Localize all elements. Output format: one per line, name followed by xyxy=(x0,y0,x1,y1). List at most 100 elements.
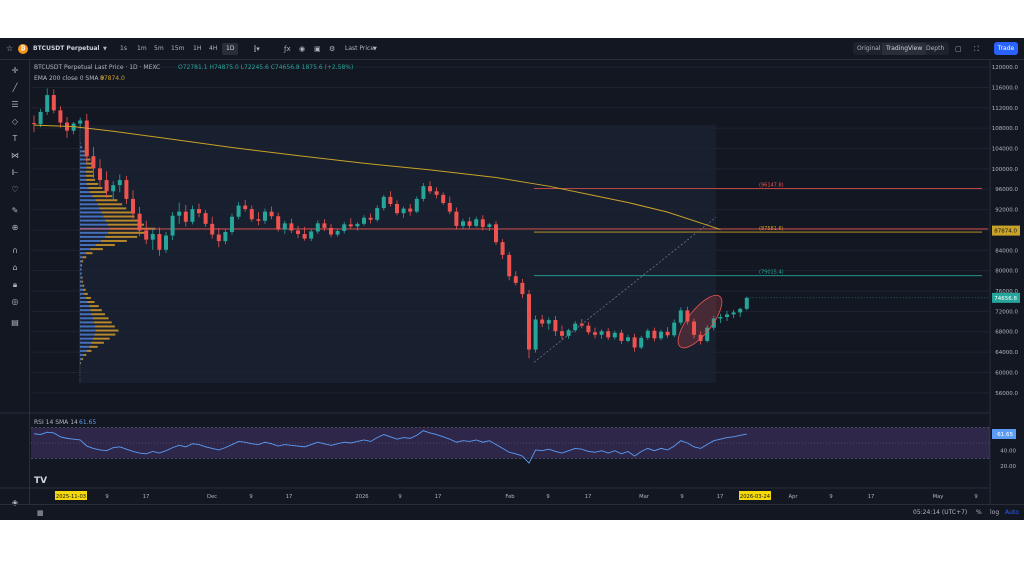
candle-body xyxy=(223,231,228,242)
magnet-icon[interactable]: ∩ xyxy=(12,246,18,255)
price-chart[interactable]: (96147.8)(87581.6)(79015.4) 56000.060000… xyxy=(0,38,1024,504)
volume-profile-bar-down xyxy=(81,146,83,149)
volume-profile-bar-up xyxy=(80,244,96,247)
fullscreen-icon[interactable]: ⛶ xyxy=(974,45,979,53)
timeframe-15m[interactable]: 15m xyxy=(171,45,185,52)
window-icon[interactable]: ▢ xyxy=(955,45,962,53)
price-tick-label: 116000.0 xyxy=(992,85,1019,91)
candle-body xyxy=(236,205,241,217)
settings-icon[interactable]: ⚙ xyxy=(329,45,336,53)
time-tick-label: 17 xyxy=(435,494,442,500)
auto-toggle[interactable]: Auto xyxy=(1005,509,1019,516)
lock-icon[interactable]: 🔒︎ xyxy=(12,280,18,289)
volume-profile-bar-down xyxy=(84,292,88,295)
volume-profile-bar-down xyxy=(80,362,82,365)
volume-profile-bar-up xyxy=(80,260,82,263)
candle-type-icon[interactable]: ⫿▾ xyxy=(254,45,260,53)
view-original[interactable]: Original xyxy=(857,45,881,52)
volume-profile-bar-down xyxy=(85,158,91,161)
node-tool-icon[interactable]: ⋈ xyxy=(11,151,19,160)
candle-body xyxy=(626,337,630,341)
candle-body xyxy=(230,216,234,232)
volume-profile-bar-down xyxy=(93,317,109,320)
view-tradingview[interactable]: TradingView xyxy=(882,43,927,55)
log-toggle[interactable]: log xyxy=(990,509,1000,516)
volume-profile-bar-down xyxy=(89,345,98,348)
candle-body xyxy=(98,168,102,181)
volume-profile-bar-up xyxy=(80,248,91,251)
candle-body xyxy=(315,223,320,232)
volume-profile-bar-down xyxy=(81,260,84,263)
layers-icon[interactable]: ◈ xyxy=(11,498,19,507)
layout-icon[interactable]: ▣ xyxy=(314,45,321,53)
time-highlight-badge xyxy=(739,491,771,500)
candle-body xyxy=(434,191,439,195)
timeframe-5m[interactable]: 5m xyxy=(154,45,164,52)
candle-body xyxy=(368,217,373,220)
timeframe-1m[interactable]: 1m xyxy=(137,45,147,52)
calendar-icon[interactable]: ▦ xyxy=(37,509,44,517)
eye-icon[interactable]: ◎ xyxy=(11,297,19,306)
favorite-heart-icon[interactable]: ♡ xyxy=(11,185,19,194)
pattern-icon[interactable]: ◇ xyxy=(11,117,19,126)
price-type-select[interactable]: Last Price xyxy=(345,45,375,52)
grid-lines xyxy=(31,66,990,394)
volume-profile-bar-down xyxy=(86,182,99,185)
volume-profile-bar-up xyxy=(80,182,87,185)
volume-profile-bar-up xyxy=(80,158,86,161)
timeframe-1s[interactable]: 1s xyxy=(120,45,127,52)
volume-profile-bar-up xyxy=(80,150,84,153)
candle-body xyxy=(210,223,215,235)
trash-icon[interactable]: ▤ xyxy=(11,318,19,327)
timeframe-1h[interactable]: 1H xyxy=(193,45,202,52)
volume-profile-bar-down xyxy=(103,215,135,218)
symbol-title[interactable]: BTCUSDT Perpetual xyxy=(33,45,100,52)
volume-profile-bar-down xyxy=(108,231,147,234)
candle-body xyxy=(282,223,287,230)
volume-profile-bar-up xyxy=(80,329,96,332)
volume-profile-bar-down xyxy=(86,166,94,169)
volume-profile-bar-up xyxy=(80,207,100,210)
indicator-fx-icon[interactable]: ƒx xyxy=(284,45,291,53)
view-depth[interactable]: Depth xyxy=(926,45,945,52)
candle-body xyxy=(619,332,624,341)
trend-line-icon[interactable]: ╱ xyxy=(12,83,18,92)
candle-body xyxy=(58,110,63,123)
volume-profile-bar-down xyxy=(89,191,107,194)
time-tick-label: 17 xyxy=(286,494,293,500)
price-tick-label: 84000.0 xyxy=(995,248,1018,254)
percent-toggle[interactable]: % xyxy=(976,509,982,516)
star-icon[interactable]: ☆ xyxy=(6,44,14,53)
price-tick-label: 108000.0 xyxy=(992,126,1019,132)
time-tick-label: May xyxy=(933,494,944,500)
candle-body xyxy=(190,209,195,222)
lock-drawing-icon[interactable]: ⌂ xyxy=(12,263,18,272)
text-tool-icon[interactable]: T xyxy=(12,134,18,143)
crosshair-icon[interactable]: ✛ xyxy=(11,66,19,75)
trade-button[interactable]: Trade xyxy=(994,42,1018,55)
camera-icon[interactable]: ◉ xyxy=(299,45,306,53)
candle-body xyxy=(705,327,710,341)
highlight-ellipse xyxy=(677,294,723,349)
measure-icon[interactable]: ⊩ xyxy=(11,168,19,177)
time-tick-label: 17 xyxy=(143,494,150,500)
zoom-icon[interactable]: ⊕ xyxy=(11,223,19,232)
volume-profile-bar-up xyxy=(80,195,93,198)
timeframe-4h[interactable]: 4H xyxy=(209,45,218,52)
volume-profile-bar-up xyxy=(80,252,86,255)
volume-profile-bar-down xyxy=(81,272,82,275)
timeframe-1d[interactable]: 1D xyxy=(222,43,239,55)
symbol-dropdown-icon[interactable]: ▼ xyxy=(103,46,107,52)
price-axis: 56000.0 60000.0 64000.0 68000.0 72000.0 76000… xyxy=(989,60,1020,504)
price-tick-label: 92000.0 xyxy=(995,208,1018,214)
price-type-dropdown-icon[interactable]: ▼ xyxy=(373,46,377,52)
rsi-legend-value: 61.65 xyxy=(79,419,97,426)
candle-body xyxy=(560,331,564,336)
brush-icon[interactable]: ✎ xyxy=(11,206,19,215)
horizontal-lines-icon[interactable]: ☰ xyxy=(11,100,19,109)
candle-body xyxy=(573,323,578,331)
volume-profile-bar-up xyxy=(80,203,98,206)
candle-body xyxy=(342,224,347,231)
volume-profile-bar-up xyxy=(80,333,95,336)
candle-body xyxy=(289,223,294,231)
